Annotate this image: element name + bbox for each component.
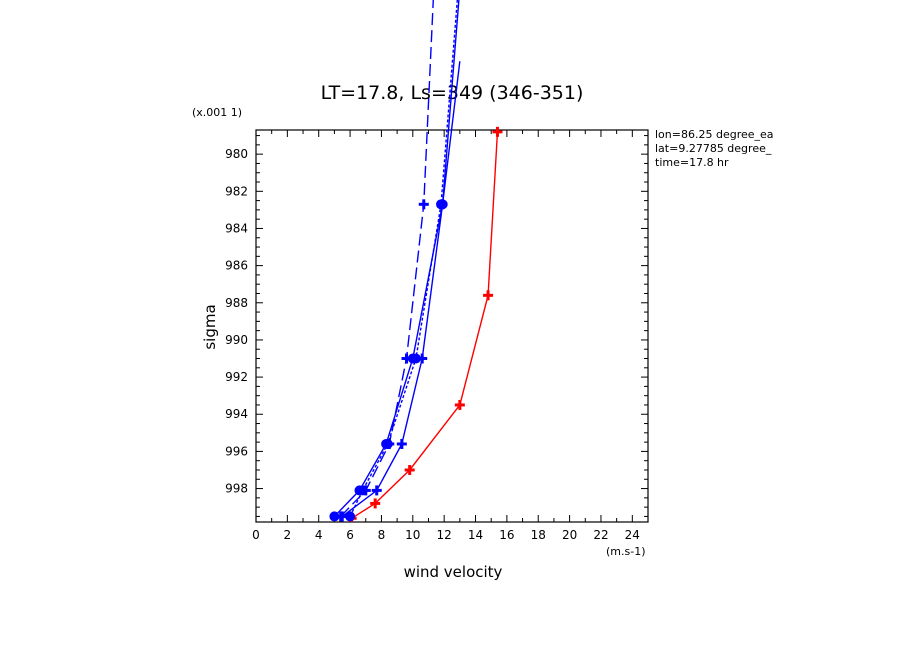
y-scale-note: (x.001 1) [192,106,242,119]
series-3-point [335,511,346,522]
y-tick-label: 996 [225,444,248,458]
series-2-point [329,511,340,522]
x-tick-label: 4 [315,528,323,542]
x-tick-label: 16 [499,528,514,542]
y-tick-label: 994 [225,407,248,421]
x-tick-label: 24 [625,528,640,542]
series-line-0 [351,131,499,519]
info-time: time=17.8 hr [655,156,729,169]
axis-ticks: 0 2 4 6 8 10 12 14 16 18 20 22 249809829849869889909… [225,130,649,542]
series-0-point [370,498,381,509]
x-tick-label: 0 [252,528,260,542]
series-1-point [371,485,382,496]
y-tick-label: 988 [225,296,248,310]
x-units-label: (m.s-1) [606,545,646,558]
series-3-point [401,353,412,364]
x-tick-label: 22 [593,528,608,542]
series-line-4 [349,0,459,517]
y-tick-label: 998 [225,482,248,496]
series-4-point [382,438,393,449]
series-line-2 [333,61,461,517]
x-axis-label: wind velocity [404,563,503,581]
x-tick-label: 10 [405,528,420,542]
x-tick-label: 6 [346,528,354,542]
x-tick-label: 12 [437,528,452,542]
x-tick-label: 8 [378,528,386,542]
series-4-point [436,199,447,210]
series-4-point [410,353,421,364]
y-tick-label: 982 [225,184,248,198]
series-group [329,0,503,522]
series-4-point [357,485,368,496]
series-1-point [396,438,407,449]
y-tick-label: 992 [225,370,248,384]
info-lat: lat=9.27785 degree_ [655,142,772,155]
y-tick-label: 990 [225,333,248,347]
series-4-point [345,511,356,522]
series-line-1 [341,0,460,517]
y-tick-label: 986 [225,259,248,273]
x-tick-label: 14 [468,528,483,542]
series-0-point [492,126,503,137]
x-tick-label: 20 [562,528,577,542]
y-tick-label: 984 [225,221,248,235]
x-tick-label: 2 [284,528,292,542]
y-axis-label: sigma [201,304,219,349]
info-lon: lon=86.25 degree_ea [655,128,774,141]
series-0-point [483,290,494,301]
series-3-point [418,199,429,210]
series-0-point [454,399,465,410]
series-0-point [404,464,415,475]
y-tick-label: 980 [225,147,248,161]
plot-frame [255,129,649,523]
x-tick-label: 18 [531,528,546,542]
